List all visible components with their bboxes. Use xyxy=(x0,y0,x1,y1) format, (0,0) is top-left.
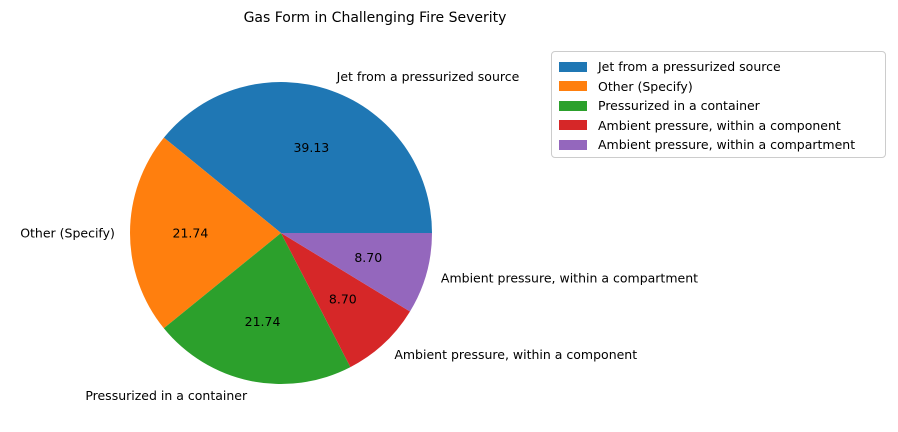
pie-slice-pressurized-in-a-container xyxy=(163,233,351,384)
pie-pct-label-pressurized-in-a-container: 21.74 xyxy=(245,314,281,329)
legend-label: Pressurized in a container xyxy=(598,98,760,114)
pie-pct-label-other-specify: 21.74 xyxy=(173,225,209,240)
legend-label: Ambient pressure, within a component xyxy=(598,117,841,133)
pie-pct-label-jet-from-a-pressurized-source: 39.13 xyxy=(293,140,329,155)
legend-label: Jet from a pressurized source xyxy=(598,59,781,75)
legend-item-jet-from-a-pressurized-source: Jet from a pressurized source xyxy=(559,57,885,77)
pie-pct-label-ambient-pressure-within-a-compartment: 8.70 xyxy=(354,250,382,265)
pie-slice-jet-from-a-pressurized-source xyxy=(163,82,433,233)
pie-category-label-ambient-pressure-within-a-component: Ambient pressure, within a component xyxy=(394,347,637,362)
pie-pct-label-ambient-pressure-within-a-component: 8.70 xyxy=(329,292,357,307)
legend-label: Other (Specify) xyxy=(598,78,693,94)
legend-swatch xyxy=(559,81,587,92)
legend-label: Ambient pressure, within a compartment xyxy=(598,137,856,153)
legend-item-pressurized-in-a-container: Pressurized in a container xyxy=(559,96,885,116)
pie-labels: 39.13 Jet from a pressurized source 21.74 O… xyxy=(20,69,698,403)
pie-slice-other-specify xyxy=(130,137,281,329)
pie-category-label-other-specify: Other (Specify) xyxy=(20,225,115,240)
pie-slices xyxy=(130,82,433,384)
legend-swatch xyxy=(559,100,587,111)
pie-slice-ambient-pressure-within-a-component xyxy=(281,233,411,368)
legend-swatch xyxy=(559,139,587,150)
chart-title: Gas Form in Challenging Fire Severity xyxy=(244,10,507,26)
legend-item-ambient-pressure-within-a-component: Ambient pressure, within a component xyxy=(559,116,885,136)
pie-category-label-pressurized-in-a-container: Pressurized in a container xyxy=(85,388,248,403)
legend-swatch xyxy=(559,61,587,72)
legend-swatch xyxy=(559,120,587,131)
legend: Jet from a pressurized source Other (Spec… xyxy=(551,51,886,158)
pie-category-label-ambient-pressure-within-a-compartment: Ambient pressure, within a compartment xyxy=(441,270,698,285)
pie-slice-ambient-pressure-within-a-compartment xyxy=(281,233,432,312)
legend-item-ambient-pressure-within-a-compartment: Ambient pressure, within a compartment xyxy=(559,135,885,155)
legend-item-other-specify: Other (Specify) xyxy=(559,77,885,97)
pie-category-label-jet-from-a-pressurized-source: Jet from a pressurized source xyxy=(336,69,520,84)
